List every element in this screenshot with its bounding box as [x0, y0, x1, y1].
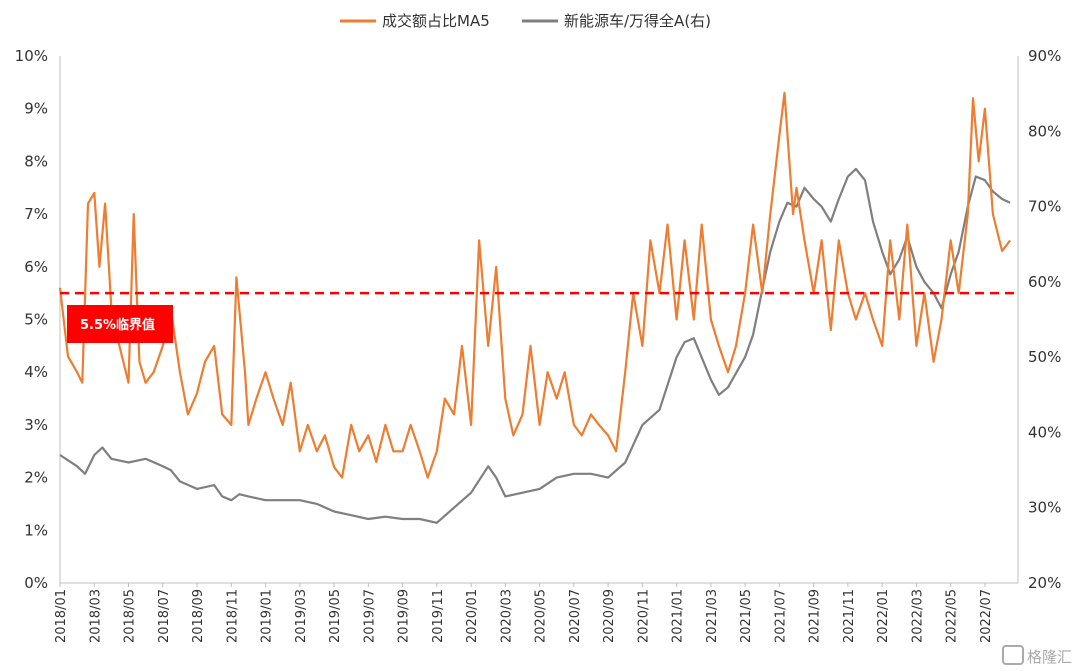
- x-tick-label: 2020/11: [636, 589, 651, 643]
- left-tick-label: 10%: [15, 47, 48, 65]
- right-tick-label: 50%: [1028, 348, 1061, 366]
- x-tick-label: 2021/03: [705, 589, 720, 643]
- x-tick-label: 2020/09: [602, 589, 617, 643]
- x-tick-label: 2019/03: [294, 589, 309, 643]
- x-tick-label: 2021/11: [842, 589, 857, 643]
- left-tick-label: 8%: [24, 152, 48, 170]
- x-tick-label: 2020/01: [465, 589, 480, 643]
- x-tick-label: 2022/05: [945, 589, 960, 643]
- x-tick-label: 2019/01: [260, 589, 275, 643]
- left-tick-label: 9%: [24, 100, 48, 118]
- x-tick-label: 2019/11: [431, 589, 446, 643]
- left-tick-label: 0%: [24, 574, 48, 592]
- x-tick-label: 2019/07: [362, 589, 377, 643]
- x-tick-label: 2019/05: [328, 589, 343, 643]
- x-tick-label: 2019/09: [397, 589, 412, 643]
- right-axis: 20% 30% 40% 50% 60% 70% 80% 90%: [1028, 47, 1061, 592]
- right-tick-label: 80%: [1028, 122, 1061, 140]
- threshold-annotation: 5.5%临界值: [67, 305, 173, 343]
- left-tick-label: 2%: [24, 469, 48, 487]
- watermark-text: 格隆汇: [1027, 648, 1072, 666]
- series-line-share: [58, 91, 1011, 479]
- right-tick-label: 70%: [1028, 198, 1061, 216]
- x-tick-label: 2021/09: [808, 589, 823, 643]
- right-tick-label: 30%: [1028, 499, 1061, 517]
- x-tick-label: 2021/07: [773, 589, 788, 643]
- x-tick-label: 2020/05: [534, 589, 549, 643]
- x-tick-label: 2022/01: [876, 589, 891, 643]
- left-tick-label: 5%: [24, 311, 48, 329]
- x-tick-label: 2020/03: [499, 589, 514, 643]
- x-tick-label: 2018/03: [88, 589, 103, 643]
- left-tick-label: 7%: [24, 205, 48, 223]
- x-tick-label: 2018/09: [191, 589, 206, 643]
- left-tick-label: 3%: [24, 416, 48, 434]
- x-tick-label: 2018/05: [123, 589, 138, 643]
- x-tick-label: 2021/01: [671, 589, 686, 643]
- x-tick-label: 2018/01: [54, 589, 69, 643]
- threshold-label: 5.5%临界值: [80, 317, 155, 333]
- x-tick-label: 2020/07: [568, 589, 583, 643]
- legend-label-ratio: 新能源车/万得全A(右): [564, 12, 711, 30]
- x-tick-label: 2018/07: [157, 589, 172, 643]
- watermark: 格隆汇: [1002, 645, 1072, 666]
- x-tick-label: 2022/03: [910, 589, 925, 643]
- series-line-ratio: [59, 167, 1011, 524]
- right-tick-label: 20%: [1028, 574, 1061, 592]
- right-tick-label: 90%: [1028, 47, 1061, 65]
- gelonghui-logo-icon: [1002, 645, 1024, 665]
- left-tick-label: 6%: [24, 258, 48, 276]
- right-tick-label: 40%: [1028, 423, 1061, 441]
- x-tick-label: 2021/05: [739, 589, 754, 643]
- threshold-label-box: [67, 305, 173, 343]
- x-tick-label: 2022/07: [979, 589, 994, 643]
- x-axis: 2018/01 2018/03 2018/05 2018/07 2018/09 2018/…: [54, 583, 994, 643]
- left-tick-label: 1%: [24, 521, 48, 539]
- left-axis: 0% 1% 2% 3% 4% 5% 6% 7% 8% 9% 10%: [15, 47, 48, 592]
- legend: 成交额占比MA5 新能源车/万得全A(右): [340, 12, 711, 30]
- legend-label-share: 成交额占比MA5: [382, 12, 490, 30]
- left-tick-label: 4%: [24, 363, 48, 381]
- x-tick-label: 2018/11: [225, 589, 240, 643]
- right-tick-label: 60%: [1028, 273, 1061, 291]
